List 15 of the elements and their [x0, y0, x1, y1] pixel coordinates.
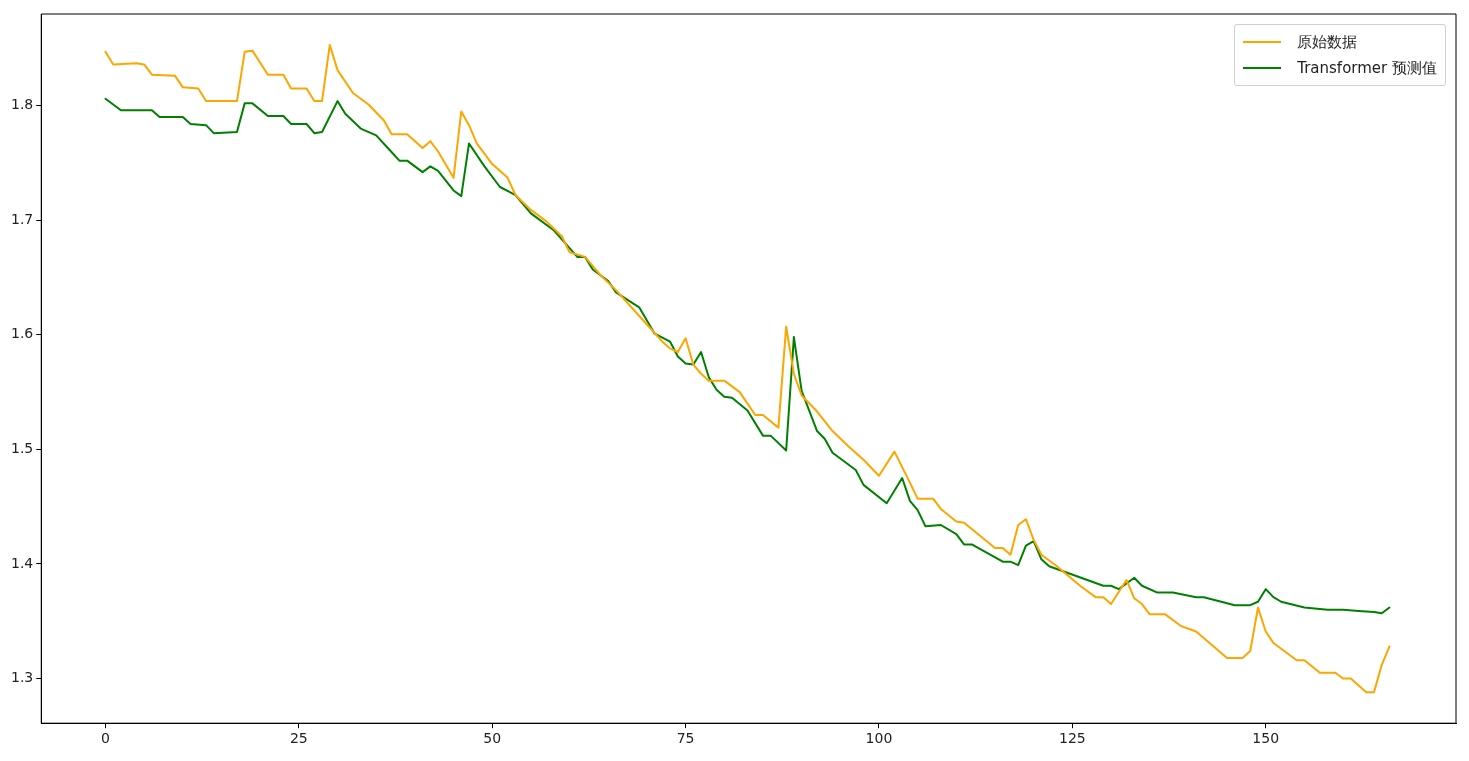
x-tick-label: 75	[676, 730, 695, 747]
y-tick-label: 1.8	[11, 96, 34, 113]
y-tick-label: 1.5	[11, 440, 34, 457]
y-tick-label: 1.4	[11, 554, 34, 571]
x-tick-label: 150	[1252, 730, 1280, 747]
legend-label: 原始数据	[1297, 32, 1358, 52]
y-tick-label: 1.3	[11, 669, 34, 686]
x-tick-label: 100	[865, 730, 893, 747]
y-tick-label: 1.6	[11, 325, 34, 342]
x-tick-label: 50	[483, 730, 502, 747]
legend-label: Transformer 预测值	[1297, 58, 1437, 78]
y-tick-label: 1.7	[11, 210, 34, 227]
x-tick-label: 25	[289, 730, 308, 747]
x-tick-label: 125	[1058, 730, 1086, 747]
x-tick-label: 0	[101, 730, 110, 747]
